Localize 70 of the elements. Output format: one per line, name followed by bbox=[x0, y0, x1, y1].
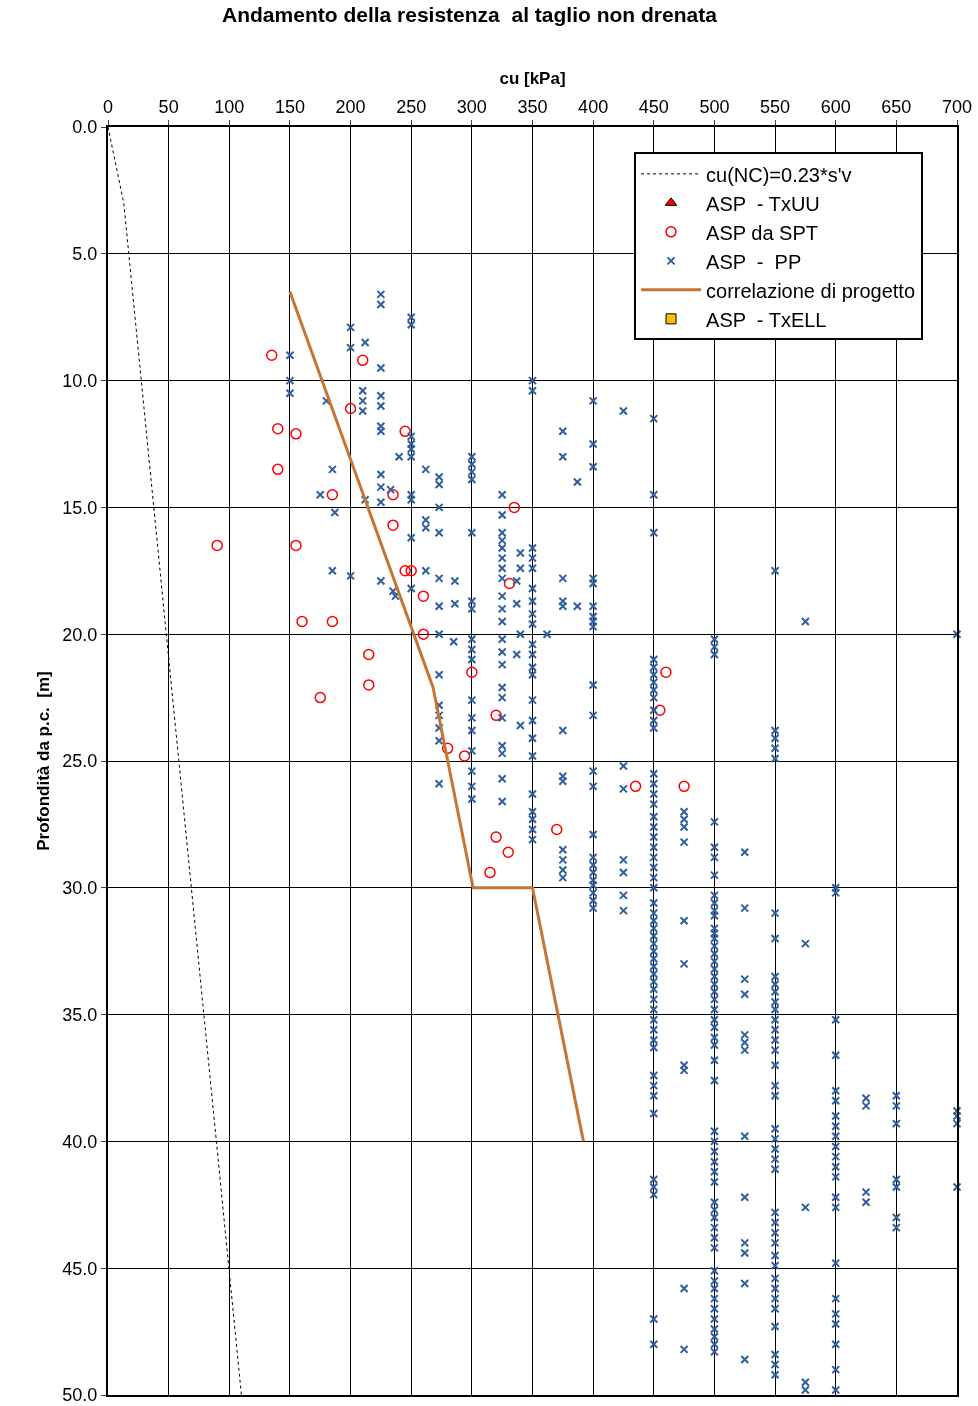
point bbox=[405, 565, 417, 577]
x-tick-label: 450 bbox=[638, 96, 669, 117]
x-tick-label: 200 bbox=[335, 96, 366, 117]
x-tick-label: 50 bbox=[158, 96, 179, 117]
point bbox=[458, 750, 471, 762]
y-tick-label: 45.0 bbox=[62, 1258, 98, 1279]
legend-label: correlazione di progetto bbox=[706, 279, 916, 302]
point bbox=[344, 402, 357, 415]
point bbox=[678, 780, 690, 793]
legend-label: ASP - PP bbox=[706, 250, 802, 273]
x-tick-label: 650 bbox=[881, 96, 912, 117]
point bbox=[296, 615, 308, 628]
point bbox=[211, 539, 223, 552]
y-tick-label: 40.0 bbox=[62, 1131, 98, 1152]
x-tick-label: 100 bbox=[214, 96, 245, 117]
y-tick-label: 25.0 bbox=[62, 751, 98, 772]
point bbox=[502, 846, 514, 859]
point bbox=[399, 565, 411, 577]
point bbox=[290, 428, 302, 440]
y-axis-title: Profondità da p.c. [m] bbox=[34, 671, 54, 851]
point bbox=[314, 691, 326, 704]
y-tick-label: 50.0 bbox=[62, 1385, 98, 1406]
x-tick-label: 500 bbox=[699, 96, 730, 117]
point bbox=[326, 615, 339, 628]
point bbox=[484, 866, 496, 879]
point bbox=[356, 354, 369, 367]
point bbox=[363, 679, 375, 691]
point bbox=[417, 628, 430, 640]
point bbox=[272, 463, 284, 476]
point bbox=[551, 823, 563, 836]
point bbox=[660, 666, 672, 678]
x-tick-label: 150 bbox=[274, 96, 305, 117]
point bbox=[363, 648, 375, 661]
chart-title: Andamento della resistenza al taglio non drenata bbox=[222, 2, 718, 26]
point bbox=[272, 423, 284, 435]
legend-label: ASP da SPT bbox=[706, 221, 818, 244]
point bbox=[441, 742, 454, 755]
x-tick-label: 250 bbox=[396, 96, 427, 117]
x-axis-title: cu [kPa] bbox=[499, 68, 566, 88]
y-tick-label: 35.0 bbox=[62, 1004, 98, 1025]
x-tick-label: 0 bbox=[102, 96, 114, 117]
point bbox=[503, 577, 516, 590]
x-tick-label: 350 bbox=[517, 96, 548, 117]
point bbox=[399, 425, 411, 438]
point bbox=[466, 666, 478, 678]
point bbox=[326, 488, 339, 501]
y-tick-label: 15.0 bbox=[62, 497, 98, 518]
point bbox=[290, 539, 302, 552]
point bbox=[654, 704, 666, 717]
line-series bbox=[288, 290, 585, 1143]
point bbox=[490, 831, 502, 843]
x-tick-label: 700 bbox=[941, 96, 973, 117]
y-tick-label: 30.0 bbox=[62, 878, 98, 899]
point bbox=[508, 501, 521, 514]
y-tick-label: 5.0 bbox=[72, 244, 98, 265]
y-tick-label: 20.0 bbox=[62, 624, 98, 645]
point bbox=[629, 780, 642, 793]
x-tick-label: 300 bbox=[456, 96, 487, 117]
x-tick-label: 400 bbox=[578, 96, 609, 117]
point bbox=[387, 519, 399, 531]
legend-label: cu(NC)=0.23*s'v bbox=[706, 163, 852, 186]
legend-label: ASP - TxELL bbox=[706, 308, 827, 331]
y-tick-label: 10.0 bbox=[62, 370, 98, 391]
point bbox=[265, 349, 278, 361]
x-tick-label: 550 bbox=[760, 96, 791, 117]
legend-label: ASP - TxUU bbox=[706, 192, 820, 215]
y-tick-label: 0.0 bbox=[72, 117, 98, 138]
point bbox=[417, 590, 430, 602]
point bbox=[490, 709, 502, 722]
x-tick-label: 600 bbox=[820, 96, 851, 117]
